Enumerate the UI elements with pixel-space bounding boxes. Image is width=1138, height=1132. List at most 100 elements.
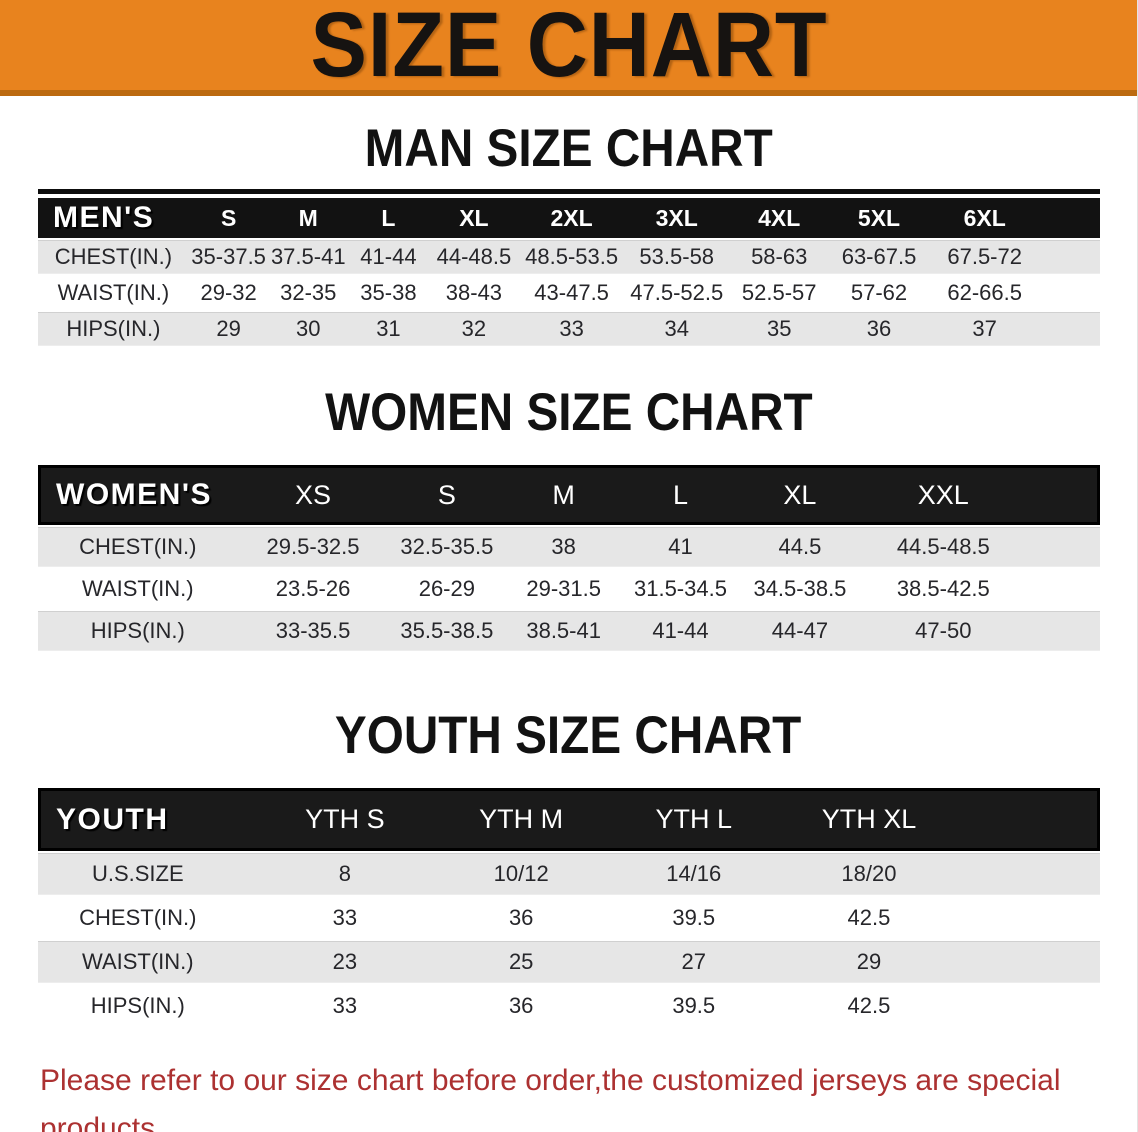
size-value-cell: 53.5-58 bbox=[624, 240, 730, 274]
size-value-cell: 33 bbox=[519, 312, 625, 346]
size-value-cell: 29.5-32.5 bbox=[237, 527, 389, 567]
size-value-cell: 35.5-38.5 bbox=[388, 611, 506, 651]
size-value-cell: 36 bbox=[829, 312, 929, 346]
size-value-cell: 31.5-34.5 bbox=[622, 569, 739, 609]
size-value-cell: 42.5 bbox=[797, 897, 941, 939]
size-value-cell: 27 bbox=[590, 941, 798, 983]
size-column-header: XL bbox=[738, 465, 861, 525]
size-value-cell: 33-35.5 bbox=[237, 611, 389, 651]
size-value-cell: 32 bbox=[428, 312, 520, 346]
table-row: CHEST(IN.) 33 36 39.5 42.5 bbox=[38, 897, 1100, 939]
table-row: CHEST(IN.) 29.5-32.5 32.5-35.5 38 41 44.… bbox=[38, 527, 1100, 567]
size-value-cell: 41-44 bbox=[622, 611, 739, 651]
size-value-cell: 42.5 bbox=[797, 985, 941, 1027]
size-value-cell: 41-44 bbox=[348, 240, 429, 274]
size-value-cell: 8 bbox=[237, 853, 453, 895]
size-column-header: 5XL bbox=[829, 198, 929, 238]
size-column-header: M bbox=[505, 465, 623, 525]
table-top-rule bbox=[38, 189, 1100, 194]
size-value-cell: 33 bbox=[237, 985, 453, 1027]
size-value-cell: 31 bbox=[348, 312, 429, 346]
spacer-cell bbox=[940, 985, 1100, 1027]
size-value-cell: 26-29 bbox=[388, 569, 506, 609]
size-value-cell: 39.5 bbox=[590, 897, 798, 939]
row-label: WAIST(IN.) bbox=[38, 569, 238, 609]
size-value-cell: 44-47 bbox=[738, 611, 861, 651]
row-label: CHEST(IN.) bbox=[38, 897, 238, 939]
size-value-cell: 29 bbox=[188, 312, 269, 346]
men-section-heading: MAN SIZE CHART bbox=[364, 119, 773, 178]
size-column-header: YTH S bbox=[237, 788, 453, 851]
size-column-header: YTH XL bbox=[797, 788, 941, 851]
size-value-cell: 29-31.5 bbox=[505, 569, 623, 609]
men-table-label: MEN'S bbox=[38, 198, 189, 238]
size-value-cell: 63-67.5 bbox=[829, 240, 929, 274]
size-value-cell: 25 bbox=[452, 941, 591, 983]
spacer-cell bbox=[1040, 240, 1100, 274]
spacer-cell bbox=[1025, 527, 1100, 567]
size-column-header: XL bbox=[428, 198, 520, 238]
table-row: HIPS(IN.) 33-35.5 35.5-38.5 38.5-41 41-4… bbox=[38, 611, 1100, 651]
size-value-cell: 44.5 bbox=[738, 527, 861, 567]
size-value-cell: 32.5-35.5 bbox=[388, 527, 506, 567]
size-value-cell: 37 bbox=[928, 312, 1041, 346]
row-label: HIPS(IN.) bbox=[38, 985, 238, 1027]
size-value-cell: 37.5-41 bbox=[268, 240, 349, 274]
size-value-cell: 58-63 bbox=[729, 240, 830, 274]
order-policy-line: Please refer to our size chart before or… bbox=[40, 1064, 1061, 1132]
size-value-cell: 29 bbox=[797, 941, 941, 983]
women-size-table: WOMEN'S XS S M L XL XXL CHEST(IN.) 29.5-… bbox=[38, 463, 1100, 653]
size-value-cell: 23.5-26 bbox=[237, 569, 389, 609]
size-column-header: S bbox=[388, 465, 506, 525]
spacer-cell bbox=[1025, 611, 1100, 651]
size-value-cell: 67.5-72 bbox=[928, 240, 1041, 274]
size-value-cell: 30 bbox=[268, 312, 349, 346]
size-column-header: L bbox=[348, 198, 429, 238]
banner: SIZE CHART bbox=[0, 0, 1137, 96]
table-row: WAIST(IN.) 23 25 27 29 bbox=[38, 941, 1100, 983]
size-value-cell: 57-62 bbox=[829, 276, 929, 310]
size-column-header: L bbox=[622, 465, 739, 525]
table-row: HIPS(IN.) 29 30 31 32 33 34 35 36 37 bbox=[38, 312, 1100, 346]
size-value-cell: 62-66.5 bbox=[928, 276, 1041, 310]
size-value-cell: 36 bbox=[452, 897, 591, 939]
youth-header-row: YOUTH YTH S YTH M YTH L YTH XL bbox=[38, 788, 1100, 851]
women-header-row: WOMEN'S XS S M L XL XXL bbox=[38, 465, 1100, 525]
row-label: CHEST(IN.) bbox=[38, 527, 238, 567]
size-value-cell: 39.5 bbox=[590, 985, 798, 1027]
row-label: CHEST(IN.) bbox=[38, 240, 189, 274]
size-value-cell: 18/20 bbox=[797, 853, 941, 895]
size-column-header: 4XL bbox=[729, 198, 830, 238]
size-column-header: M bbox=[268, 198, 349, 238]
size-value-cell: 32-35 bbox=[268, 276, 349, 310]
men-size-table: MEN'S S M L XL 2XL 3XL 4XL 5XL 6XL bbox=[38, 189, 1100, 348]
size-value-cell: 38.5-42.5 bbox=[861, 569, 1026, 609]
women-table-label: WOMEN'S bbox=[38, 465, 238, 525]
spacer-cell bbox=[940, 897, 1100, 939]
size-column-header: 2XL bbox=[519, 198, 625, 238]
size-value-cell: 38.5-41 bbox=[505, 611, 623, 651]
order-policy-note: Please refer to our size chart before or… bbox=[40, 1057, 1101, 1132]
spacer-cell bbox=[1040, 198, 1100, 238]
size-column-header: YTH M bbox=[452, 788, 591, 851]
size-value-cell: 35-37.5 bbox=[188, 240, 269, 274]
spacer-cell bbox=[1025, 465, 1100, 525]
women-section-heading: WOMEN SIZE CHART bbox=[324, 383, 813, 442]
youth-size-table: YOUTH YTH S YTH M YTH L YTH XL U.S.SIZE … bbox=[38, 786, 1100, 1029]
size-value-cell: 29-32 bbox=[188, 276, 269, 310]
women-section: WOMEN SIZE CHART WOMEN'S XS S M L XL XXL bbox=[0, 386, 1137, 653]
youth-section-heading: YOUTH SIZE CHART bbox=[335, 706, 802, 765]
size-value-cell: 48.5-53.5 bbox=[519, 240, 625, 274]
size-column-header: S bbox=[188, 198, 269, 238]
size-value-cell: 44.5-48.5 bbox=[861, 527, 1026, 567]
youth-section: YOUTH SIZE CHART YOUTH YTH S YTH M YTH L… bbox=[0, 709, 1137, 1029]
size-column-header: 3XL bbox=[624, 198, 730, 238]
youth-table-label: YOUTH bbox=[38, 788, 238, 851]
size-value-cell: 10/12 bbox=[452, 853, 591, 895]
size-value-cell: 35-38 bbox=[348, 276, 429, 310]
size-value-cell: 35 bbox=[729, 312, 830, 346]
spacer-cell bbox=[940, 941, 1100, 983]
size-value-cell: 47.5-52.5 bbox=[624, 276, 730, 310]
row-label: WAIST(IN.) bbox=[38, 276, 189, 310]
